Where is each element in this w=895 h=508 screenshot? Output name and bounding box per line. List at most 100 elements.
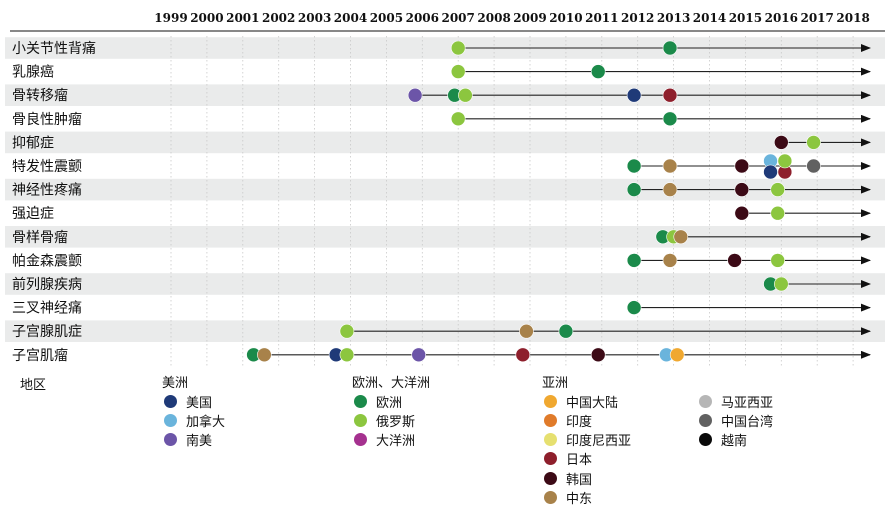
legend-group-title: 亚洲 bbox=[542, 376, 569, 391]
event-dot-middle_east bbox=[662, 158, 678, 174]
legend-swatch bbox=[544, 452, 557, 466]
legend-label: 日本 bbox=[566, 453, 593, 469]
indication-label: 骨良性肿瘤 bbox=[12, 111, 82, 128]
row-band bbox=[5, 273, 885, 295]
event-dot-europe bbox=[626, 158, 642, 174]
event-dot-middle_east bbox=[519, 323, 534, 339]
year-label: 2013 bbox=[657, 11, 690, 25]
event-dot-russia bbox=[450, 111, 466, 127]
event-dot-japan bbox=[662, 87, 678, 103]
event-dot-russia bbox=[806, 135, 821, 150]
event-dot-russia bbox=[773, 276, 789, 292]
event-dot-russia bbox=[777, 153, 793, 169]
indication-label: 强迫症 bbox=[12, 206, 54, 222]
year-label: 2012 bbox=[621, 11, 654, 25]
event-dot-middle_east bbox=[662, 182, 678, 197]
event-dot-russia bbox=[770, 205, 786, 221]
event-dot-russia bbox=[450, 64, 466, 79]
legend-label: 中东 bbox=[566, 492, 593, 507]
event-dot-middle_east bbox=[662, 253, 678, 268]
year-label: 2002 bbox=[262, 11, 295, 25]
legend-item-middle_east: 中东 bbox=[544, 489, 592, 507]
legend-label: 欧洲 bbox=[376, 395, 403, 411]
indication-label: 骨样骨瘤 bbox=[12, 229, 68, 246]
year-label: 2005 bbox=[370, 11, 403, 25]
legend-item-indonesia: 印度尼西亚 bbox=[544, 431, 631, 449]
year-label: 2010 bbox=[549, 11, 582, 25]
legend-swatch bbox=[544, 413, 557, 427]
legend-swatch bbox=[164, 394, 177, 408]
legend-item-korea: 韩国 bbox=[544, 469, 593, 488]
year-label: 2004 bbox=[334, 11, 367, 25]
legend-label: 俄罗斯 bbox=[376, 414, 416, 430]
legend-swatch bbox=[354, 394, 367, 408]
indication-label: 抑郁症 bbox=[12, 135, 54, 151]
legend-label: 印度尼西亚 bbox=[566, 434, 632, 450]
event-dot-russia bbox=[770, 182, 786, 197]
event-dot-europe bbox=[558, 323, 574, 339]
legend-swatch bbox=[164, 433, 177, 447]
legend-group-title: 欧洲、大洋洲 bbox=[352, 376, 431, 391]
event-dot-europe bbox=[662, 40, 678, 56]
event-dot-russia bbox=[339, 347, 355, 363]
legend-item-canada: 加拿大 bbox=[164, 411, 225, 430]
indication-label: 小关节性背痛 bbox=[12, 40, 96, 57]
indication-label: 乳腺癌 bbox=[12, 65, 54, 81]
event-dot-europe bbox=[626, 182, 642, 197]
year-label: 2000 bbox=[190, 11, 223, 25]
event-dot-usa bbox=[763, 164, 778, 180]
event-dot-europe bbox=[626, 253, 642, 268]
event-dot-europe bbox=[662, 111, 678, 127]
legend-swatch bbox=[544, 471, 557, 485]
event-dot-korea bbox=[727, 253, 742, 268]
year-label: 2016 bbox=[765, 11, 798, 25]
event-dot-south_america bbox=[407, 87, 423, 103]
indication-label: 子宫肌瘤 bbox=[12, 347, 68, 364]
legend-title: 地区 bbox=[20, 378, 47, 393]
legend-swatch bbox=[354, 433, 367, 447]
event-dot-europe bbox=[590, 64, 606, 79]
legend-item-vietnam: 越南 bbox=[699, 431, 747, 449]
event-dot-korea bbox=[734, 158, 750, 174]
year-label: 2001 bbox=[226, 11, 259, 25]
legend-swatch bbox=[544, 433, 557, 447]
event-dot-japan bbox=[515, 347, 531, 363]
legend-label: 大洋洲 bbox=[376, 434, 416, 450]
legend-item-europe: 欧洲 bbox=[354, 392, 403, 411]
event-dot-europe bbox=[626, 300, 642, 315]
indication-label: 帕金森震颤 bbox=[12, 253, 82, 269]
row-band bbox=[5, 37, 885, 59]
indication-label: 神经性疼痛 bbox=[12, 182, 82, 199]
legend-item-oceania: 大洋洲 bbox=[354, 431, 415, 449]
event-dot-china_mainland bbox=[669, 347, 685, 363]
year-label: 2006 bbox=[406, 11, 439, 25]
row-band bbox=[5, 178, 885, 201]
year-label: 2008 bbox=[477, 11, 510, 25]
legend-group-title: 美洲 bbox=[162, 376, 189, 391]
indication-label: 特发性震颤 bbox=[12, 159, 82, 175]
legend-swatch bbox=[699, 433, 712, 447]
year-label: 2017 bbox=[800, 11, 833, 25]
legend-swatch bbox=[354, 413, 367, 427]
legend-item-malaysia: 马亚西亚 bbox=[699, 392, 774, 411]
legend-item-india: 印度 bbox=[544, 411, 593, 430]
year-label: 2014 bbox=[693, 11, 726, 25]
legend-swatch bbox=[544, 491, 557, 504]
legend-label: 印度 bbox=[566, 414, 593, 430]
event-dot-middle_east bbox=[673, 229, 689, 245]
indication-label: 子宫腺肌症 bbox=[12, 324, 82, 340]
legend-label: 中国大陆 bbox=[566, 395, 619, 411]
legend-label: 马亚西亚 bbox=[721, 395, 774, 411]
event-dot-russia bbox=[458, 87, 473, 103]
legend-item-japan: 日本 bbox=[544, 450, 592, 468]
legend-label: 韩国 bbox=[566, 472, 593, 488]
legend-item-south_america: 南美 bbox=[164, 431, 212, 449]
legend-label: 南美 bbox=[186, 434, 213, 450]
indication-label: 三叉神经痛 bbox=[12, 300, 82, 317]
legend-swatch bbox=[699, 413, 712, 427]
legend-item-russia: 俄罗斯 bbox=[354, 411, 416, 430]
legend-swatch bbox=[544, 394, 557, 408]
timeline-chart: 1999 2000 2001 2002 2003 2004 2005 2006 2007 2008… bbox=[5, 11, 885, 367]
indication-label: 骨转移瘤 bbox=[12, 87, 68, 104]
legend-swatch bbox=[164, 413, 177, 427]
